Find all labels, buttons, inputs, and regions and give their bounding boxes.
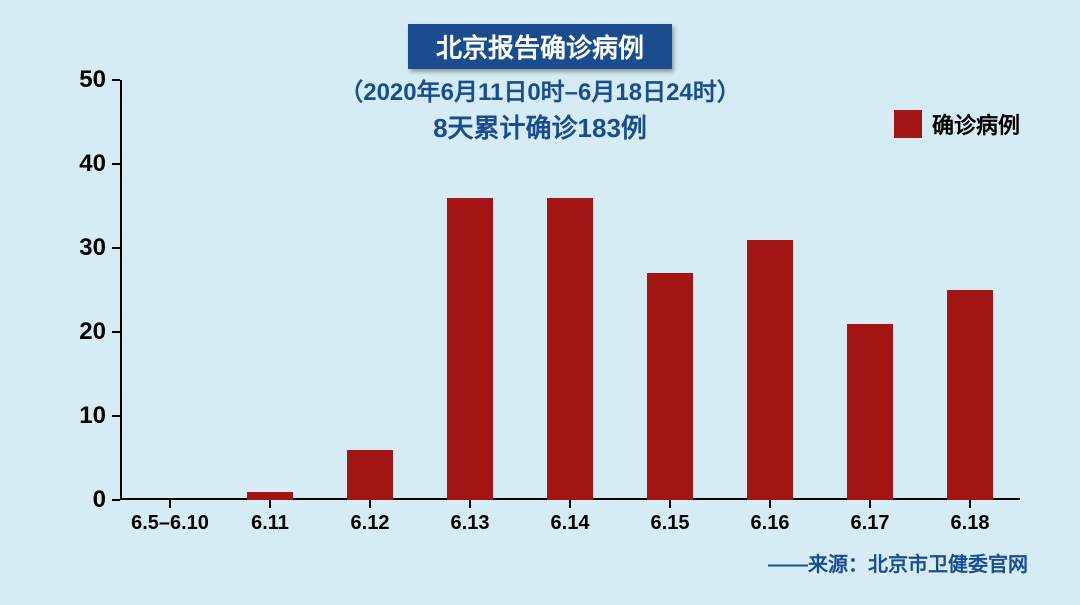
- x-tick-label: 6.15: [651, 500, 690, 535]
- x-tick-label: 6.16: [751, 500, 790, 535]
- y-tick-label: 20: [79, 318, 120, 346]
- chart-container: 北京报告确诊病例 （2020年6月11日0时–6月18日24时） 8天累计确诊1…: [0, 0, 1080, 605]
- y-tick-label: 50: [79, 66, 120, 94]
- y-tick-label: 0: [93, 486, 120, 514]
- bar: [647, 273, 693, 500]
- y-tick-label: 30: [79, 234, 120, 262]
- bar: [447, 198, 493, 500]
- bar: [747, 240, 793, 500]
- x-tick-label: 6.5–6.10: [131, 500, 209, 535]
- x-tick-label: 6.14: [551, 500, 590, 535]
- bar: [347, 450, 393, 500]
- x-tick-label: 6.17: [851, 500, 890, 535]
- y-axis: [120, 80, 122, 500]
- y-tick-label: 40: [79, 150, 120, 178]
- x-tick-label: 6.18: [951, 500, 990, 535]
- x-tick-label: 6.13: [451, 500, 490, 535]
- x-tick-label: 6.12: [351, 500, 390, 535]
- x-tick-label: 6.11: [251, 500, 289, 535]
- bar: [947, 290, 993, 500]
- chart-title: 北京报告确诊病例: [408, 24, 672, 69]
- bar: [247, 492, 293, 500]
- y-tick-label: 10: [79, 402, 120, 430]
- bar: [547, 198, 593, 500]
- plot-area: 010203040506.5–6.106.116.126.136.146.156…: [120, 80, 1020, 500]
- bar: [847, 324, 893, 500]
- source-attribution: ——来源：北京市卫健委官网: [768, 548, 1028, 577]
